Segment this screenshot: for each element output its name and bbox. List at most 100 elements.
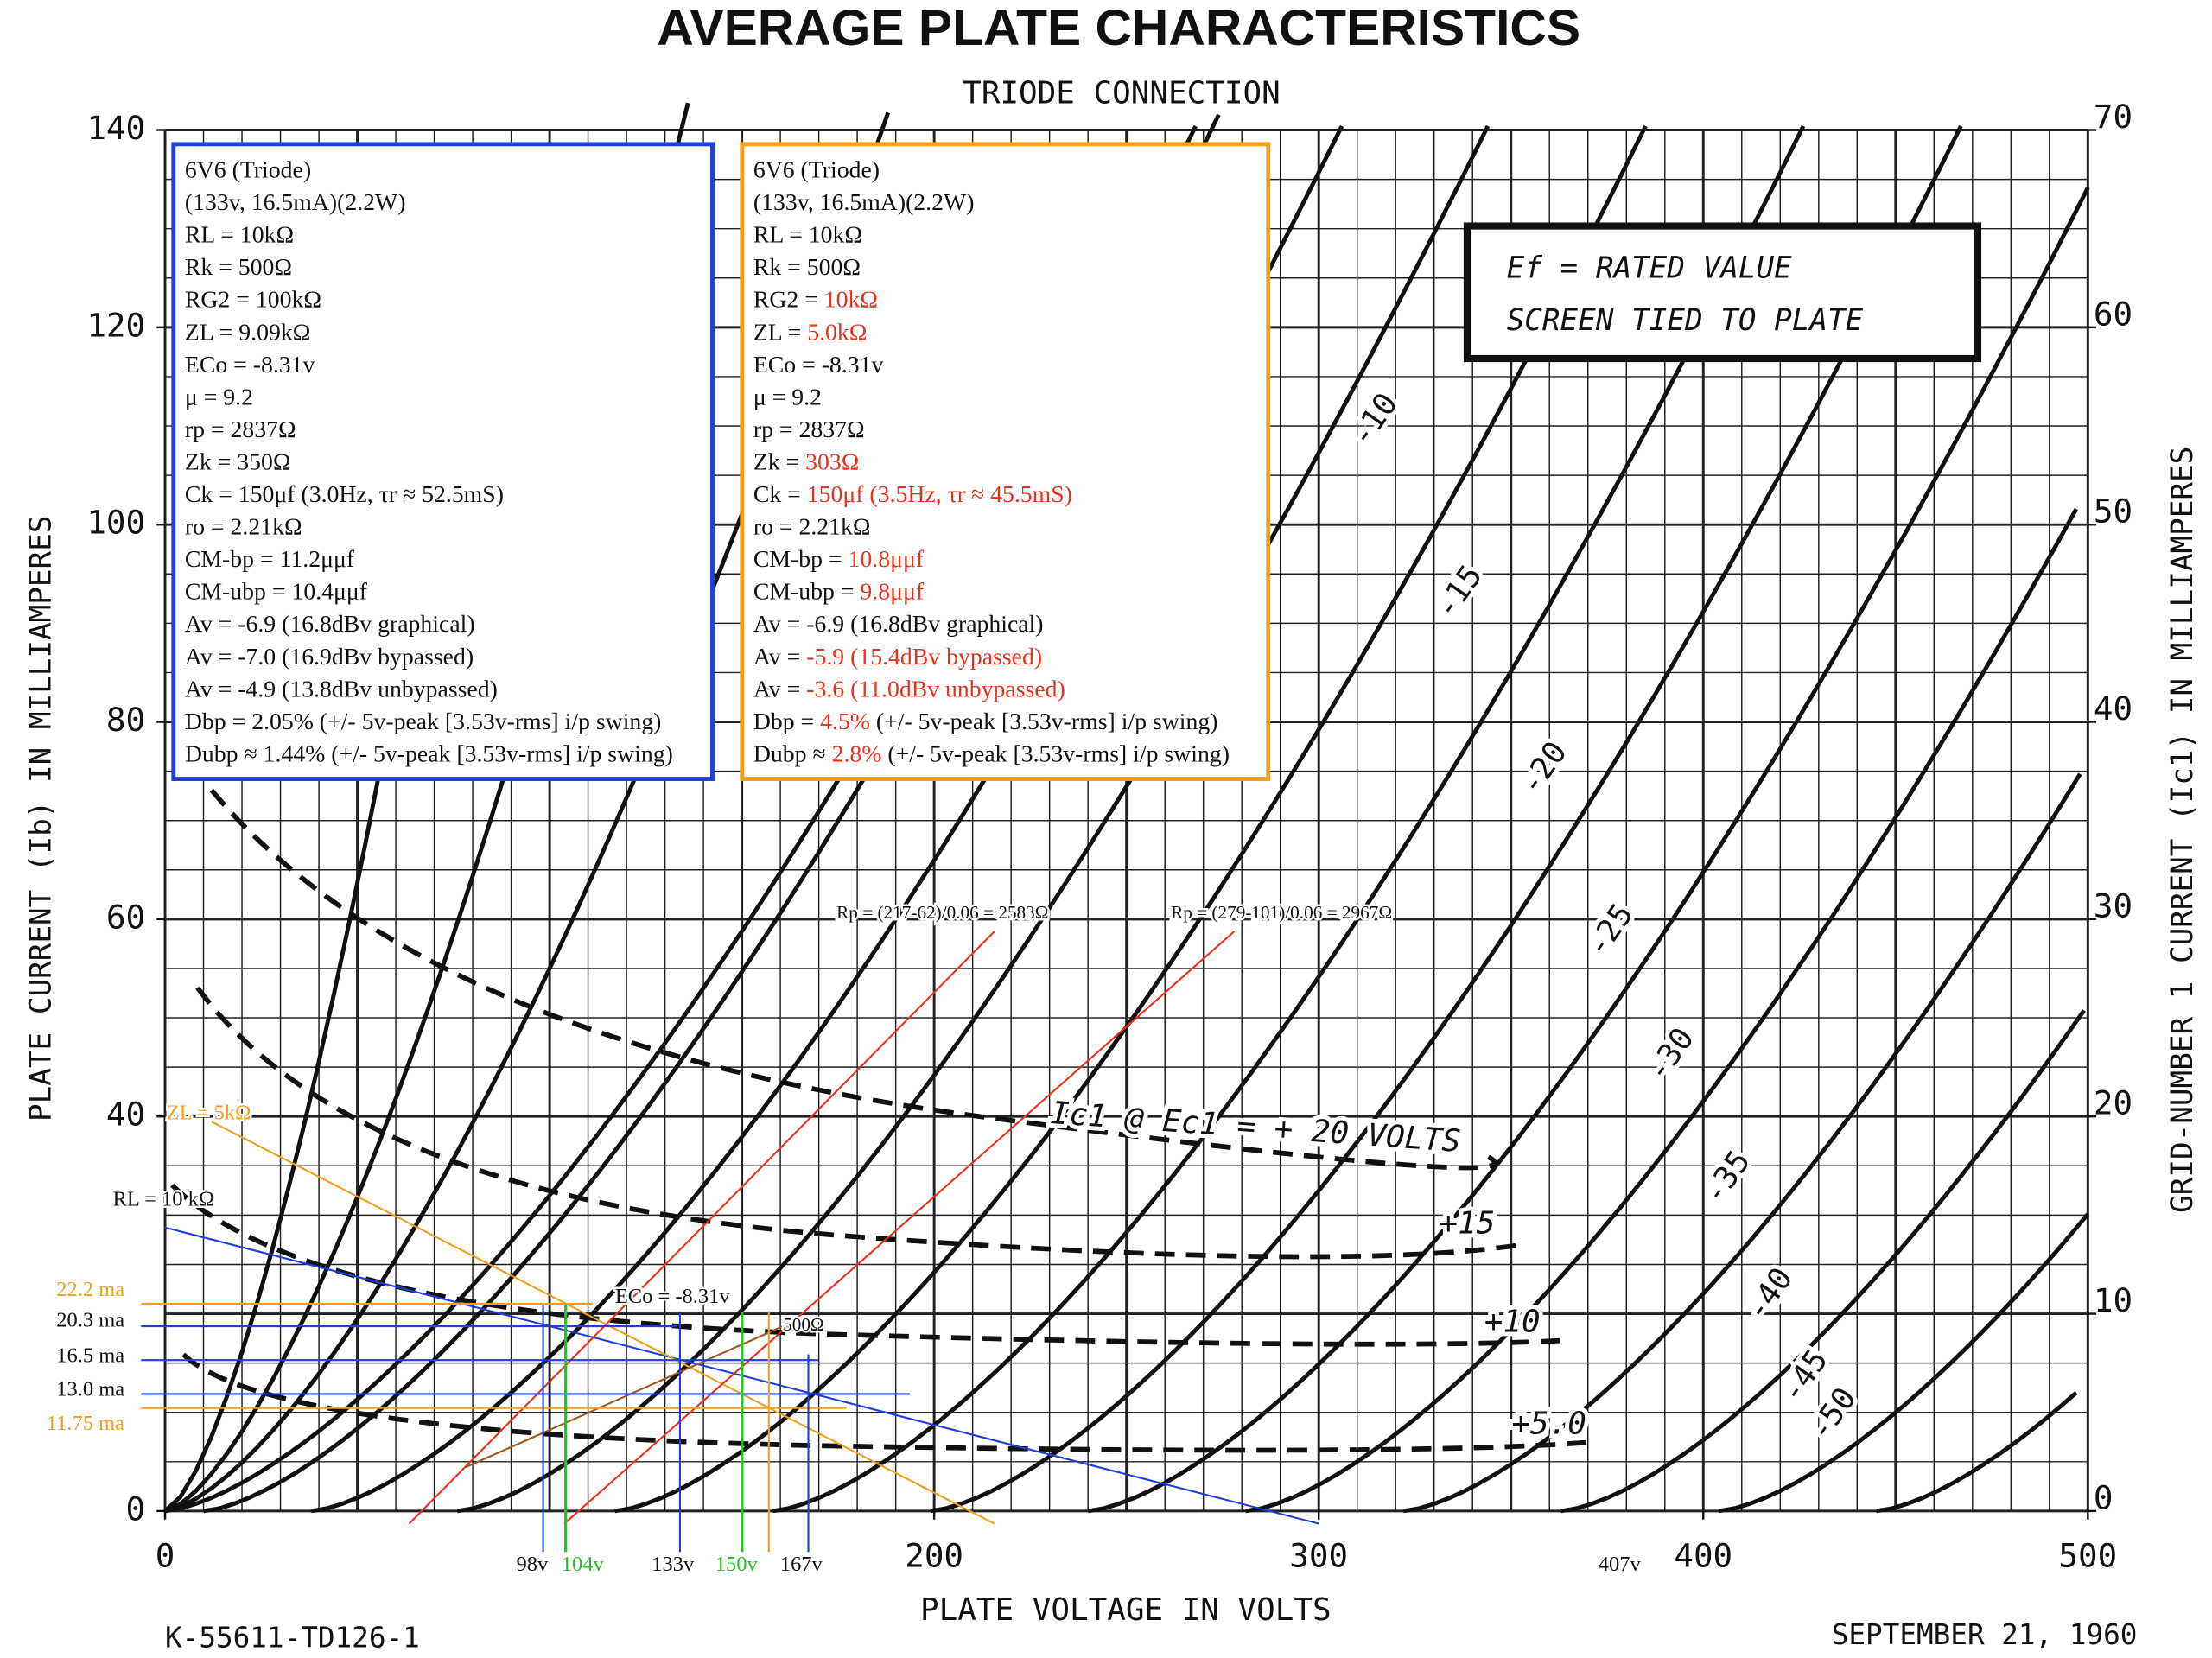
grid-current-label: +10	[1484, 1305, 1541, 1340]
plate-curve	[1087, 187, 2090, 1514]
y2-tick-label: 30	[2094, 886, 2133, 924]
parameter-line: (133v, 16.5mA)(2.2W)	[185, 189, 406, 216]
parameter-text: ECo = -8.31v	[753, 352, 884, 378]
parameter-line: Av = -6.9 (16.8dBv graphical)	[753, 612, 1044, 638]
parameter-line: ZL = 9.09kΩ	[185, 320, 310, 346]
parameter-text: Dbp = 2.05% (+/- 5v-peak [3.53v-rms] i/p…	[185, 708, 662, 735]
annotation: 167v	[780, 1553, 823, 1576]
parameter-text: Av =	[753, 644, 806, 670]
parameter-text: rp = 2837Ω	[185, 416, 296, 443]
parameter-line: μ = 9.2	[753, 384, 822, 411]
plate-curve	[456, 124, 1491, 1514]
parameter-text: Av = -6.9 (16.8dBv graphical)	[185, 612, 475, 638]
parameter-line: CM-bp = 10.8μμf	[753, 546, 925, 573]
ic1-curve	[195, 986, 1524, 1260]
x-tick-label: 500	[2058, 1536, 2117, 1574]
parameter-text: 2.8%	[832, 741, 882, 768]
parameter-text: 6V6 (Triode)	[753, 157, 880, 184]
plate-curve	[1245, 507, 2079, 1514]
y-axis-label: PLATE CURRENT (Ib) IN MILLIAMPERES	[23, 516, 58, 1121]
parameter-text: RL = 10kΩ	[185, 222, 294, 249]
annotation: 500Ω	[783, 1314, 824, 1335]
plate-curve	[772, 124, 1806, 1514]
parameter-line: Rk = 500Ω	[185, 255, 292, 282]
parameter-text: 10kΩ	[824, 287, 878, 314]
annotation: ZL = 5kΩ	[167, 1102, 251, 1125]
parameter-box	[171, 142, 715, 781]
annotation: Rp = (279-101)/0.06 = 2967Ω	[1171, 902, 1392, 923]
ic1-curve	[170, 1183, 1567, 1347]
annotation: 11.75 ma	[47, 1412, 124, 1435]
annotation: ECo = -8.31v	[615, 1285, 731, 1308]
y2-tick-label: 10	[2094, 1281, 2133, 1319]
parameter-text: 10.8μμf	[849, 546, 925, 573]
parameter-text: Dubp ≈	[753, 741, 832, 768]
parameter-line: Av = -4.9 (13.8dBv unbypassed)	[185, 677, 498, 703]
parameter-line: CM-bp = 11.2μμf	[185, 546, 355, 573]
annotation: 13.0 ma	[56, 1378, 124, 1401]
parameter-line: (133v, 16.5mA)(2.2W)	[753, 189, 975, 216]
parameter-text: ro = 2.21kΩ	[185, 514, 302, 541]
parameter-line: 6V6 (Triode)	[753, 157, 880, 184]
parameter-text: 6V6 (Triode)	[185, 157, 311, 184]
plate-curve	[930, 124, 1963, 1514]
x-tick-label: 400	[1674, 1536, 1732, 1574]
x-tick-label: 0	[156, 1536, 175, 1574]
parameter-text: CM-bp =	[753, 546, 849, 573]
y2-tick-label: 40	[2094, 689, 2133, 727]
y-tick-label: 0	[126, 1490, 146, 1528]
parameter-line: CM-ubp = 10.4μμf	[185, 579, 368, 606]
condition: SCREEN TIED TO PLATE	[1507, 303, 1864, 338]
parameter-text: Dubp ≈ 1.44% (+/- 5v-peak [3.53v-rms] i/…	[185, 741, 673, 768]
annotation: RL = 10 kΩ	[113, 1187, 214, 1210]
parameter-line: RL = 10kΩ	[753, 222, 862, 249]
drawing-id: K-55611-TD126-1	[165, 1621, 420, 1654]
y2-axis-label: GRID-NUMBER 1 CURRENT (Ic1) IN MILLIAMPE…	[2165, 447, 2200, 1213]
annotation-lines	[141, 931, 1319, 1553]
parameter-text: 9.8μμf	[860, 579, 924, 606]
plate-curve	[1560, 1009, 2086, 1514]
title: AVERAGE PLATE CHARACTERISTICS	[657, 0, 1580, 56]
y2-tick-label: 50	[2094, 492, 2133, 530]
parameter-text: 4.5%	[820, 708, 870, 735]
condition: Ef = RATED VALUE	[1507, 251, 1792, 286]
parameter-text: μ = 9.2	[185, 384, 253, 411]
y-tick-label: 60	[106, 898, 145, 936]
parameter-line: RG2 = 100kΩ	[185, 287, 321, 314]
parameter-line: 6V6 (Triode)	[185, 157, 311, 184]
y2-tick-label: 70	[2094, 98, 2133, 136]
parameter-text: Zk =	[753, 449, 805, 476]
parameter-line: μ = 9.2	[185, 384, 253, 411]
parameter-text: Av =	[753, 677, 806, 703]
parameter-box	[740, 142, 1271, 781]
parameter-line: Zk = 303Ω	[753, 449, 860, 476]
parameter-line: ZL = 5.0kΩ	[753, 320, 868, 346]
annotation: 407v	[1599, 1553, 1642, 1576]
parameter-text: Dbp =	[753, 708, 820, 735]
parameter-text: RG2 =	[753, 287, 824, 314]
grid-current-label: +5.0	[1511, 1406, 1586, 1441]
parameter-text: Rk = 500Ω	[185, 255, 292, 282]
ic1-curve	[181, 1352, 1595, 1453]
ic1-curve	[209, 788, 1497, 1171]
annotation: Rp = (217-62)/0.06 = 2583Ω	[836, 902, 1048, 923]
conditions-box	[1463, 222, 1982, 363]
parameter-text: (+/- 5v-peak [3.53v-rms] i/p swing)	[881, 741, 1230, 768]
rp-line	[563, 931, 1236, 1525]
annotation: 20.3 ma	[56, 1309, 124, 1332]
annotation: 133v	[652, 1553, 695, 1576]
parameter-text: 303Ω	[805, 449, 859, 476]
annotation: 22.2 ma	[56, 1278, 124, 1301]
parameter-line: ECo = -8.31v	[185, 352, 315, 378]
parameter-text: Ck = 150μf (3.0Hz, τr ≈ 52.5mS)	[185, 481, 504, 508]
parameter-line: Av = -7.0 (16.9dBv bypassed)	[185, 644, 474, 670]
parameter-line: RG2 = 10kΩ	[753, 287, 878, 314]
parameter-line: Av = -6.9 (16.8dBv graphical)	[185, 612, 475, 638]
y2-tick-label: 60	[2094, 295, 2133, 333]
parameter-text: (+/- 5v-peak [3.53v-rms] i/p swing)	[870, 708, 1218, 735]
parameter-line: rp = 2837Ω	[753, 416, 865, 443]
parameter-text: Av = -6.9 (16.8dBv graphical)	[753, 612, 1044, 638]
annotation: 150v	[715, 1553, 759, 1576]
